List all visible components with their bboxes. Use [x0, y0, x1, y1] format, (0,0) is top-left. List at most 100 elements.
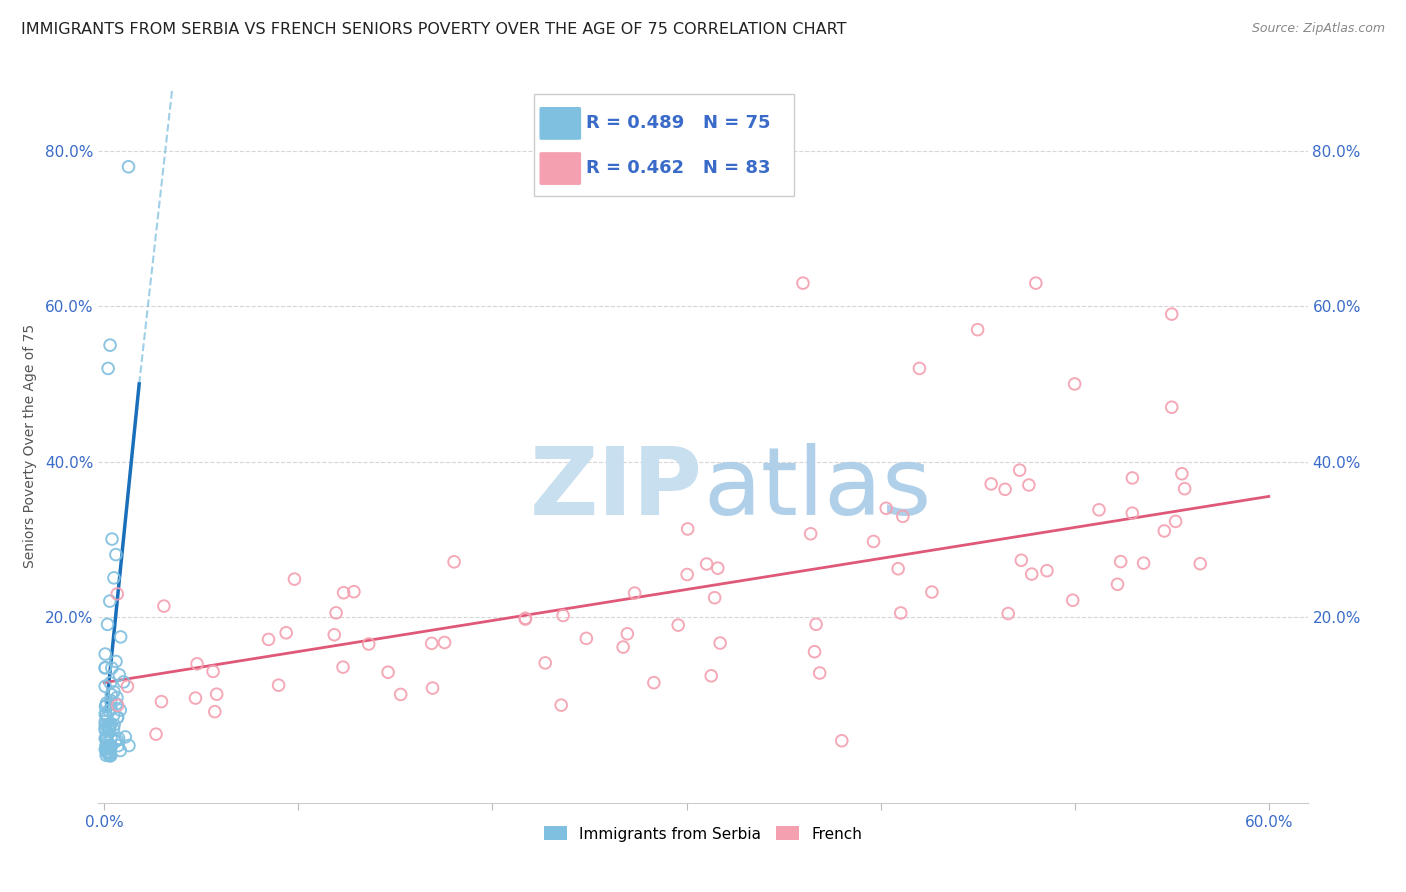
Point [100, 688, 122, 702]
FancyBboxPatch shape [540, 107, 581, 140]
Point [1164, 514, 1187, 528]
Point [96, 696, 118, 710]
Point [420, 636, 443, 650]
Legend: Immigrants from Serbia, French: Immigrants from Serbia, French [544, 827, 862, 841]
Point [1121, 471, 1143, 485]
Point [94, 717, 117, 731]
Point [1063, 376, 1085, 391]
Point [966, 323, 988, 337]
Point [100, 716, 122, 731]
Point [118, 739, 141, 753]
Point [103, 722, 125, 736]
Point [332, 660, 354, 674]
Point [343, 584, 366, 599]
Point [103, 718, 125, 732]
Point [276, 625, 298, 640]
Point [117, 680, 139, 694]
Point [96, 732, 118, 747]
Point [515, 612, 537, 626]
Point [534, 656, 557, 670]
Point [709, 636, 731, 650]
Text: Source: ZipAtlas.com: Source: ZipAtlas.com [1251, 22, 1385, 36]
Point [205, 687, 228, 701]
FancyBboxPatch shape [540, 153, 581, 185]
Point [676, 567, 699, 582]
Point [96, 746, 118, 760]
Point [110, 630, 132, 644]
Point [104, 655, 127, 669]
Y-axis label: Seniors Poverty Over the Age of 75: Seniors Poverty Over the Age of 75 [22, 324, 37, 568]
Point [107, 739, 129, 753]
Point [110, 743, 132, 757]
Point [323, 628, 346, 642]
Point [100, 693, 122, 707]
Point [97, 739, 120, 753]
Point [94, 723, 117, 738]
Point [110, 703, 132, 717]
Point [94, 707, 117, 722]
Point [100, 739, 122, 753]
Point [283, 572, 305, 586]
Point [1088, 503, 1111, 517]
Point [377, 665, 399, 680]
Point [890, 606, 912, 620]
Point [980, 477, 1002, 491]
Point [94, 661, 117, 675]
Point [908, 361, 931, 376]
Point [643, 675, 665, 690]
Point [550, 698, 572, 713]
Point [98, 594, 121, 608]
Point [804, 617, 827, 632]
Point [94, 699, 117, 714]
Point [1021, 567, 1043, 582]
Point [696, 557, 718, 571]
Point [100, 731, 122, 745]
Point [96, 748, 118, 763]
Point [921, 585, 943, 599]
Point [97, 719, 120, 733]
Point [94, 698, 117, 713]
Point [1171, 467, 1194, 481]
Point [107, 731, 129, 746]
Point [105, 710, 128, 724]
Point [1008, 463, 1031, 477]
Point [887, 562, 910, 576]
Point [108, 668, 131, 682]
Point [325, 606, 347, 620]
Point [98, 338, 121, 352]
Point [104, 548, 127, 562]
Point [105, 587, 128, 601]
Point [105, 690, 128, 705]
Point [96, 710, 118, 724]
Point [98, 719, 121, 733]
Point [186, 657, 208, 671]
Point [612, 640, 634, 654]
Point [100, 739, 122, 754]
Point [1160, 401, 1182, 415]
Text: R = 0.462   N = 83: R = 0.462 N = 83 [586, 159, 770, 177]
Point [98, 746, 121, 760]
Point [800, 526, 823, 541]
Point [1018, 478, 1040, 492]
Text: ZIP: ZIP [530, 442, 703, 535]
Point [103, 685, 125, 699]
Point [803, 645, 825, 659]
Point [891, 509, 914, 524]
Point [1121, 506, 1143, 520]
FancyBboxPatch shape [534, 94, 794, 196]
Point [104, 734, 127, 748]
Point [831, 733, 853, 747]
Point [96, 741, 118, 756]
Point [94, 731, 117, 746]
Point [98, 723, 121, 737]
Point [267, 678, 290, 692]
Point [94, 739, 117, 753]
Point [103, 571, 125, 585]
Point [862, 534, 884, 549]
Point [1010, 553, 1032, 567]
Point [1109, 555, 1132, 569]
Point [94, 721, 117, 735]
Point [792, 276, 814, 290]
Point [1025, 276, 1047, 290]
Point [96, 731, 118, 745]
